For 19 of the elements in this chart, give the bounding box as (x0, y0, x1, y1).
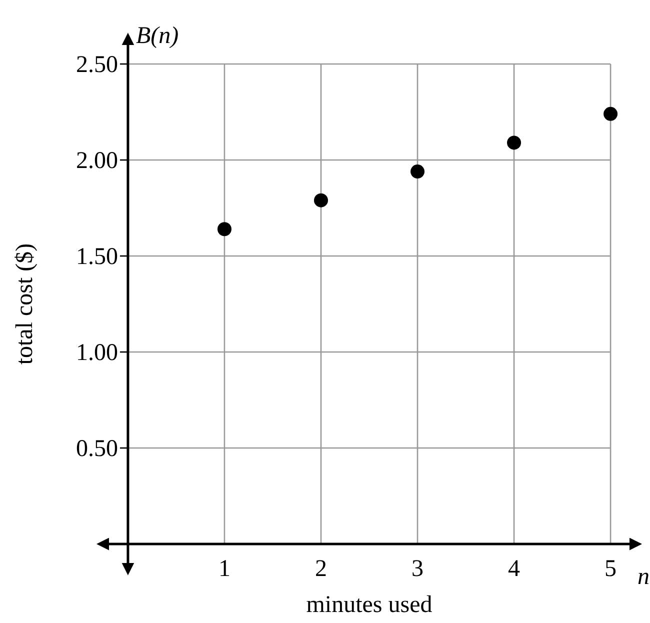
y-tick-label: 1.50 (76, 244, 118, 270)
x-tick-label: 4 (508, 556, 520, 582)
point (314, 193, 328, 208)
point (217, 222, 232, 236)
y-axis-title: total cost ($) (12, 243, 38, 365)
y-tick-label: 1.00 (76, 340, 118, 366)
annotation: n (638, 564, 650, 590)
y-tick-label: 0.50 (76, 436, 118, 462)
annotation: B(n) (136, 23, 179, 50)
x-axis-title: minutes used (306, 592, 432, 618)
x-tick-label: 2 (314, 556, 327, 582)
y-tick-label: 2.00 (76, 148, 118, 174)
point (410, 164, 425, 179)
x-tick-label: 1 (218, 556, 230, 582)
y-tick-label: 2.50 (76, 52, 118, 78)
x-tick-label: 3 (412, 556, 424, 582)
point (604, 106, 618, 121)
point (507, 136, 522, 150)
x-tick-label: 5 (604, 556, 617, 582)
